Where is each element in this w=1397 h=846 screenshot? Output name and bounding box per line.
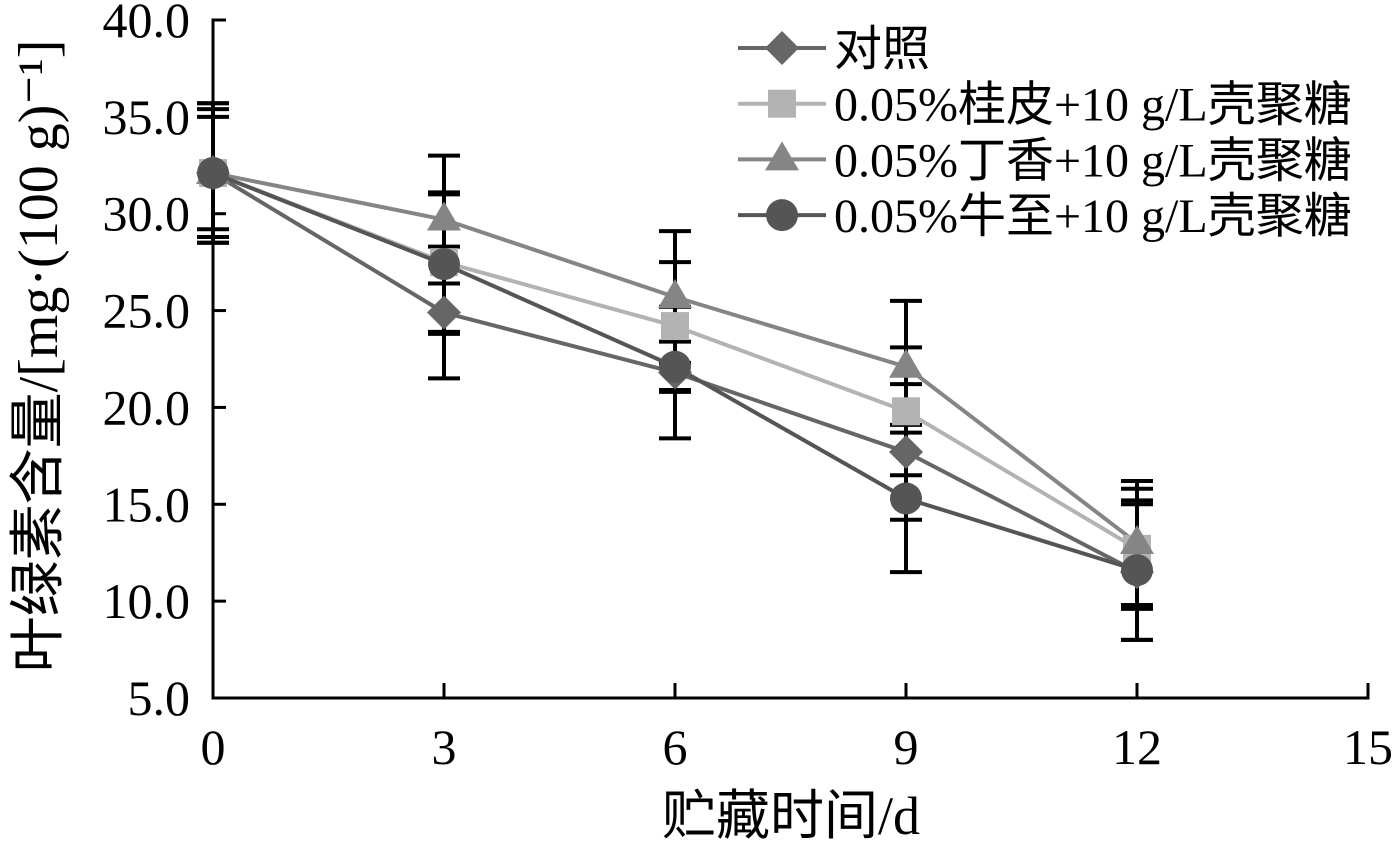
series-4-point	[659, 350, 691, 383]
legend-item-4: 0.05%牛至+10 g/L壳聚糖	[738, 190, 1352, 243]
legend-label: 0.05%桂皮+10 g/L壳聚糖	[834, 79, 1352, 132]
y-axis-title: 叶绿素含量/[mg·(100 g)⁻¹]	[8, 40, 70, 673]
y-tick-label: 35.0	[103, 89, 191, 145]
series-4-point	[197, 157, 229, 190]
legend-item-1: 对照	[738, 23, 930, 76]
legend-label: 0.05%丁香+10 g/L壳聚糖	[834, 134, 1352, 187]
legend-circle-icon	[766, 199, 798, 232]
y-tick-label: 40.0	[103, 0, 191, 48]
legend-label: 对照	[834, 23, 930, 76]
y-tick-label: 20.0	[103, 379, 191, 435]
x-tick-label: 3	[432, 719, 457, 775]
legend-triangle-icon	[765, 141, 799, 171]
y-tick-label: 10.0	[103, 573, 191, 629]
data-points	[196, 155, 1154, 590]
legend-label: 0.05%牛至+10 g/L壳聚糖	[834, 190, 1352, 243]
legend-square-icon	[768, 89, 796, 118]
series-1-point	[427, 295, 461, 330]
series-3-point	[1120, 525, 1154, 555]
series-3-point	[658, 279, 692, 309]
series-3-point	[889, 348, 923, 378]
series-1-point	[889, 434, 923, 469]
x-tick-label: 9	[894, 719, 919, 775]
y-tick-label: 15.0	[103, 476, 191, 532]
y-tick-label: 30.0	[103, 186, 191, 242]
x-tick-label: 15	[1343, 719, 1393, 775]
x-tick-label: 6	[663, 719, 688, 775]
y-tick-label: 5.0	[128, 670, 191, 726]
series-2-point	[661, 312, 689, 341]
series-4-point	[1121, 554, 1153, 587]
legend-item-2: 0.05%桂皮+10 g/L壳聚糖	[738, 79, 1352, 132]
x-tick-label: 0	[201, 719, 226, 775]
series-2-point	[892, 397, 920, 426]
series-4-point	[428, 248, 460, 281]
series-3-point	[427, 201, 461, 231]
axes: 5.0 10.0 15.0 20.0 25.0 30.0 35.0 40.0 0 3 6 9 12 15	[103, 0, 1394, 775]
y-tick-label: 25.0	[103, 283, 191, 339]
legend-item-3: 0.05%丁香+10 g/L壳聚糖	[738, 134, 1352, 187]
series-4-point	[890, 482, 922, 515]
legend-diamond-icon	[765, 31, 799, 65]
x-axis-title: 贮藏时间/d	[662, 786, 920, 846]
x-tick-label: 12	[1112, 719, 1162, 775]
